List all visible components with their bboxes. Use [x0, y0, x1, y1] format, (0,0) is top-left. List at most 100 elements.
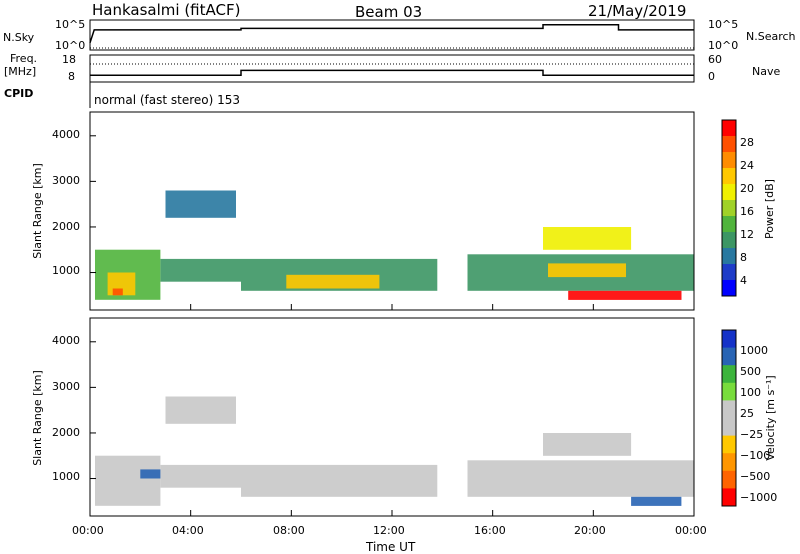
vel-cbar-swatch-6	[722, 435, 736, 454]
vel-cbar-swatch-0	[722, 330, 736, 349]
heat-cell-9	[548, 263, 626, 278]
vel-cbar-tick-500: 500	[740, 365, 761, 378]
vel-cbar-label: Velocity [m s⁻¹]	[764, 375, 777, 461]
xaxis-label: Time UT	[366, 540, 416, 554]
heat-cell-0	[95, 455, 161, 506]
vel-cbar-tick-neg100: −100	[740, 449, 771, 462]
heat-cell-7	[140, 469, 161, 479]
heat-cell-2	[165, 396, 236, 424]
freq-line	[90, 69, 694, 76]
xtick-2400: 00:00	[675, 524, 707, 537]
freq-unit-label: [MHz]	[4, 65, 37, 78]
heat-cell-5	[543, 433, 632, 456]
power-cbar-swatch-4	[722, 184, 736, 201]
velocity-heatmap	[95, 396, 694, 506]
nsearch-label: N.Search	[746, 30, 796, 43]
heat-cell-3	[241, 464, 438, 497]
vel-cbar-swatch-5	[722, 418, 736, 437]
vel-cbar-tick-neg500: −500	[740, 470, 771, 483]
vel-cbar-swatch-2	[722, 365, 736, 384]
xtick-0400: 04:00	[172, 524, 204, 537]
heat-cell-6	[286, 274, 380, 289]
vel-cbar-swatch-7	[722, 453, 736, 472]
heat-cell-10	[568, 290, 682, 300]
vel-cbar-tick-100: 100	[740, 386, 761, 399]
freq-tick-bottom: 8	[68, 70, 75, 83]
freq-panel-frame	[89, 54, 695, 83]
power-cbar-frame	[721, 119, 737, 297]
xtick-0800: 08:00	[273, 524, 305, 537]
vel-cbar-swatch-8	[722, 470, 736, 489]
axis-ticks	[89, 135, 695, 516]
vel-cbar-swatch-1	[722, 347, 736, 366]
freq-label: Freq.	[10, 52, 38, 65]
vel-cbar-tick-neg1000: −1000	[740, 491, 778, 504]
velocity-colorbar	[721, 329, 737, 507]
power-colorbar	[721, 119, 737, 297]
power-ytick-3000: 3000	[52, 174, 80, 187]
power-cbar-swatch-1	[722, 136, 736, 153]
vel-ytick-1000: 1000	[52, 470, 80, 483]
vel-ytick-2000: 2000	[52, 426, 80, 439]
beam-title: Beam 03	[355, 3, 423, 21]
nsky-tick-top: 10^5	[55, 18, 86, 31]
power-cbar-swatch-3	[722, 168, 736, 185]
nsky-panel-frame	[89, 19, 695, 51]
heat-cell-2	[112, 288, 123, 296]
nave-tick-top: 60	[708, 53, 722, 66]
date-title: 21/May/2019	[588, 2, 687, 20]
station-title: Hankasalmi (fitACF)	[92, 1, 241, 19]
power-ytick-2000: 2000	[52, 220, 80, 233]
xtick-0000: 00:00	[72, 524, 104, 537]
power-heatmap	[95, 190, 694, 300]
vel-cbar-tick-1000: 1000	[740, 344, 768, 357]
xtick-1600: 16:00	[474, 524, 506, 537]
power-cbar-tick-24: 24	[740, 159, 754, 172]
power-cbar-tick-4: 4	[740, 274, 747, 287]
power-cbar-swatch-5	[722, 200, 736, 217]
vel-cbar-swatch-3	[722, 382, 736, 401]
xtick-1200: 12:00	[373, 524, 405, 537]
power-cbar-tick-12: 12	[740, 228, 754, 241]
power-cbar-tick-28: 28	[740, 136, 754, 149]
power-cbar-swatch-6	[722, 216, 736, 233]
power-cbar-tick-16: 16	[740, 205, 754, 218]
heat-cell-4	[165, 190, 236, 218]
power-cbar-label: Power [dB]	[763, 179, 776, 239]
vel-ytick-3000: 3000	[52, 380, 80, 393]
nsearch-tick-bottom: 10^0	[708, 39, 739, 52]
vel-ytick-4000: 4000	[52, 334, 80, 347]
heat-cell-8	[543, 227, 632, 250]
power-ylabel: Slant Range [km]	[31, 163, 44, 259]
power-ytick-4000: 4000	[52, 128, 80, 141]
freq-series	[90, 63, 694, 76]
nsky-tick-bottom: 10^0	[55, 39, 86, 52]
freq-tick-top: 18	[62, 53, 76, 66]
heat-cell-6	[631, 496, 682, 506]
heat-cell-4	[467, 460, 694, 497]
vel-cbar-tick-25: 25	[740, 407, 754, 420]
xtick-2000: 20:00	[574, 524, 606, 537]
cpid-label: CPID	[4, 87, 34, 100]
nave-label: Nave	[752, 65, 781, 78]
vel-cbar-frame	[721, 329, 737, 507]
nave-tick-bottom: 0	[708, 70, 715, 83]
power-cbar-swatch-9	[722, 264, 736, 281]
vel-cbar-swatch-9	[722, 488, 736, 507]
velocity-ylabel: Slant Range [km]	[31, 370, 44, 466]
power-cbar-swatch-10	[722, 280, 736, 297]
power-cbar-swatch-7	[722, 232, 736, 249]
nsearch-tick-top: 10^5	[708, 18, 739, 31]
nsky-label: N.Sky	[3, 31, 35, 44]
cpid-text: normal (fast stereo) 153	[94, 93, 241, 107]
heat-cell-3	[160, 258, 241, 282]
power-cbar-swatch-0	[722, 120, 736, 137]
nsky-series	[89, 23, 694, 49]
nsky-line	[89, 23, 694, 44]
power-cbar-swatch-8	[722, 248, 736, 265]
vel-cbar-swatch-4	[722, 400, 736, 419]
power-cbar-swatch-2	[722, 152, 736, 169]
power-ytick-1000: 1000	[52, 264, 80, 277]
heat-cell-1	[160, 464, 241, 488]
